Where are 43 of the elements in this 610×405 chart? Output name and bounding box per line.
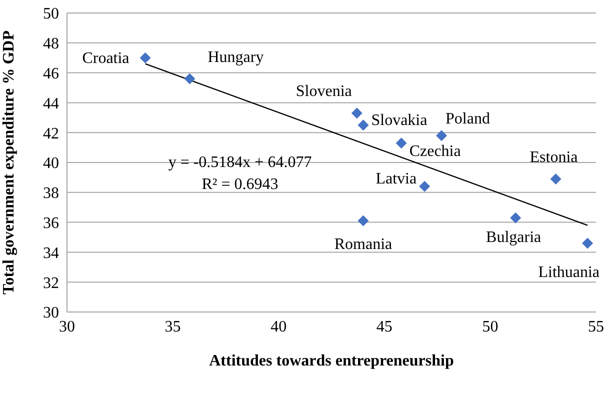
y-axis-title: Total government expenditure % GDP: [0, 30, 18, 294]
y-tick-label: 40: [43, 155, 59, 172]
annotation: Bulgaria: [486, 228, 542, 246]
point: [550, 173, 562, 184]
point: [140, 52, 151, 64]
annotation: Hungary: [208, 48, 264, 66]
x-tick-label: 50: [482, 318, 498, 336]
y-tick-label: 48: [43, 36, 59, 53]
x-tick-label: 35: [164, 318, 181, 336]
annotation: Slovenia: [296, 83, 352, 100]
annotation: y = -0.5184x + 64.077: [167, 154, 313, 172]
annotation: Estonia: [530, 148, 578, 166]
x-tick-label: 40: [270, 318, 287, 336]
annotation: Lithuania: [538, 264, 600, 282]
annotation: Croatia: [82, 50, 130, 67]
y-tick-label: 38: [43, 185, 59, 202]
annotation: Czechia: [409, 143, 461, 160]
point: [436, 130, 448, 142]
x-tick-label: 45: [376, 318, 392, 336]
point: [419, 180, 430, 192]
x-tick-label: 55: [588, 318, 604, 336]
x-tick-label: 30: [59, 318, 75, 336]
point: [358, 215, 369, 226]
y-tick-label: 44: [43, 95, 59, 112]
y-tick-label: 34: [43, 244, 59, 262]
point: [351, 108, 362, 119]
point: [396, 138, 407, 149]
annotation: Poland: [446, 110, 490, 128]
annotation: R² = 0.6943: [200, 176, 280, 194]
y-tick-label: 50: [43, 6, 59, 23]
point: [510, 212, 522, 224]
annotation: Romania: [334, 236, 392, 253]
point: [358, 120, 369, 131]
y-tick-label: 36: [43, 214, 59, 232]
y-tick-label: 46: [43, 65, 59, 82]
y-tick-label: 30: [43, 304, 59, 322]
y-tick-label: 32: [43, 274, 59, 292]
annotation: Latvia: [376, 170, 417, 188]
point: [582, 238, 594, 249]
annotation: Slovakia: [371, 112, 428, 130]
x-axis-title: Attitudes towards entrepreneurship: [209, 352, 454, 370]
y-tick-label: 42: [43, 125, 59, 142]
point: [184, 73, 196, 84]
